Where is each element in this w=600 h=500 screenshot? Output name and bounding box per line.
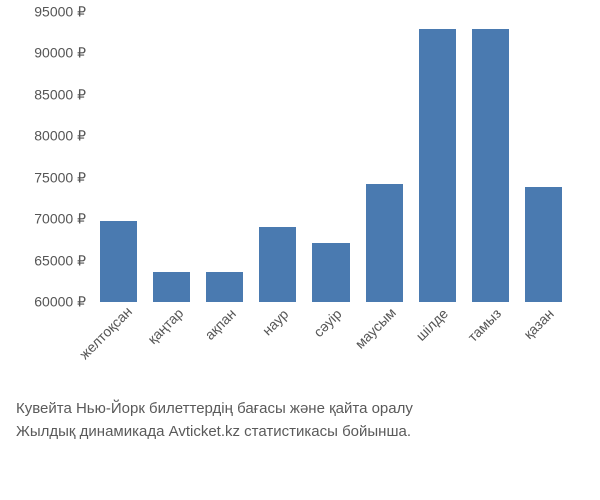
x-tick-label: шілде xyxy=(413,305,452,344)
y-tick-label: 70000 ₽ xyxy=(34,211,86,228)
x-tick-label: қазан xyxy=(521,305,558,342)
bar xyxy=(472,29,509,302)
bar xyxy=(525,187,562,302)
x-tick-label: тамыз xyxy=(465,305,505,345)
x-axis: желтоқсанқаңтарақпаннаурсәуірмаусымшілде… xyxy=(92,302,570,392)
chart-caption: Кувейта Нью-Йорк билеттердің бағасы және… xyxy=(0,398,580,443)
y-tick-label: 85000 ₽ xyxy=(34,86,86,103)
x-tick-label: сәуір xyxy=(310,306,344,340)
bar xyxy=(259,227,296,302)
bar-slot xyxy=(358,12,411,302)
x-tick-label: ақпан xyxy=(201,305,238,342)
bar xyxy=(100,221,137,302)
bar xyxy=(206,272,243,302)
x-tick-label: наур xyxy=(259,306,292,339)
bar-slot xyxy=(92,12,145,302)
x-tick-label: желтоқсан xyxy=(76,303,135,362)
bar xyxy=(419,29,456,302)
bar-slot xyxy=(198,12,251,302)
y-tick-label: 60000 ₽ xyxy=(34,294,86,311)
y-tick-label: 80000 ₽ xyxy=(34,128,86,145)
bar xyxy=(153,272,190,302)
bar xyxy=(312,243,349,302)
bar-slot xyxy=(251,12,304,302)
bar-slot xyxy=(464,12,517,302)
chart-area: 60000 ₽ 65000 ₽ 70000 ₽ 75000 ₽ 80000 ₽ 85000… xyxy=(0,12,580,392)
y-tick-label: 90000 ₽ xyxy=(34,45,86,62)
bar-slot xyxy=(304,12,357,302)
bar-slot xyxy=(517,12,570,302)
caption-line-2: Жылдық динамикада Avticket.kz статистика… xyxy=(16,421,580,444)
bars-group xyxy=(92,12,570,302)
x-tick-label: маусым xyxy=(352,304,399,351)
y-axis: 60000 ₽65000 ₽70000 ₽75000 ₽80000 ₽85000… xyxy=(0,12,92,302)
plot-area xyxy=(92,12,570,302)
x-tick-label: қаңтар xyxy=(144,305,186,347)
caption-line-1: Кувейта Нью-Йорк билеттердің бағасы және… xyxy=(16,398,580,421)
bar-slot xyxy=(411,12,464,302)
bar xyxy=(366,184,403,302)
y-tick-label: 75000 ₽ xyxy=(34,169,86,186)
y-tick-label: 95000 ₽ xyxy=(34,4,86,21)
chart-container: 60000 ₽ 65000 ₽ 70000 ₽ 75000 ₽ 80000 ₽ 85000… xyxy=(0,0,600,500)
bar-slot xyxy=(145,12,198,302)
y-tick-label: 65000 ₽ xyxy=(34,252,86,269)
